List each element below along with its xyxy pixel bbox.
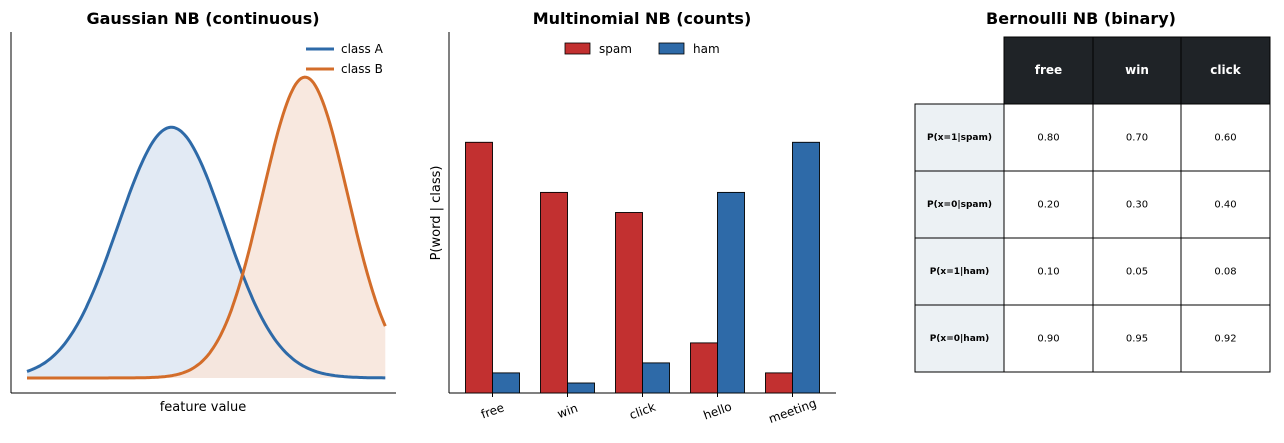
bar-ham-click	[642, 362, 670, 394]
bar-spam-click	[615, 212, 643, 394]
x-tick-label-win: win	[555, 401, 579, 421]
legend-spam-label: spam	[599, 42, 632, 56]
table-cell-value: 0.10	[1037, 267, 1059, 278]
bernoulli-title: Bernoulli NB (binary)	[986, 9, 1176, 28]
gaussian-xlabel: feature value	[160, 400, 247, 415]
density-fill-class-b	[27, 77, 386, 378]
table-cell-value: 0.05	[1126, 267, 1148, 278]
table-cell	[1003, 237, 1094, 306]
table-cell	[1092, 304, 1182, 373]
multinomial-panel: Multinomial NB (counts) P(word | class) …	[429, 9, 836, 426]
density-curve-class-b	[27, 75, 387, 380]
gaussian-panel: Gaussian NB (continuous) feature value c…	[10, 9, 396, 415]
table-header-label-free: free	[1035, 63, 1062, 77]
table-row-label: P(x=1|ham)	[930, 267, 990, 277]
table-row-label: P(x=0|ham)	[930, 334, 990, 344]
x-tick-label-click: click	[628, 400, 658, 422]
x-tick-label-meeting: meeting	[767, 396, 819, 426]
table-cell	[1092, 237, 1182, 306]
gaussian-legend: class A class B	[306, 42, 384, 76]
bar-ham-hello	[717, 191, 745, 394]
multinomial-title: Multinomial NB (counts)	[533, 9, 752, 28]
table-header-label-click: click	[1210, 63, 1241, 77]
density-fill-class-a	[27, 127, 386, 378]
gaussian-title: Gaussian NB (continuous)	[86, 9, 319, 28]
legend-ham-label: ham	[693, 42, 720, 56]
bar-ham-free	[492, 372, 520, 394]
table-cell	[1180, 170, 1271, 239]
table-cell-value: 0.90	[1037, 334, 1059, 345]
table-cell-value: 0.80	[1037, 133, 1059, 144]
x-tick-label-free: free	[479, 400, 506, 421]
table-cell-value: 0.92	[1214, 334, 1236, 345]
table-header-cell-click	[1180, 36, 1271, 105]
table-cell-value: 0.40	[1214, 200, 1236, 211]
bar-spam-meeting	[765, 372, 793, 394]
table-cell-value: 0.20	[1037, 200, 1059, 211]
bernoulli-panel: Bernoulli NB (binary) free win click P(x=1|…	[914, 9, 1271, 373]
bar-spam-free	[465, 141, 493, 394]
table-cell-value: 0.70	[1126, 133, 1148, 144]
table-row-label: P(x=0|spam)	[927, 200, 992, 210]
x-tick-label-hello: hello	[701, 399, 733, 422]
table-row-label: P(x=1|spam)	[927, 133, 992, 143]
legend-class-a-label: class A	[341, 42, 384, 56]
legend-spam-swatch	[564, 42, 591, 55]
legend-class-b-label: class B	[341, 62, 383, 76]
table-cell	[1180, 304, 1271, 373]
table-row-label-cell	[914, 170, 1005, 239]
legend-ham-swatch	[658, 42, 685, 55]
table-header-label-win: win	[1125, 63, 1149, 77]
table-cell	[1003, 170, 1094, 239]
bar-spam-win	[540, 191, 568, 394]
table-row-label-cell	[914, 103, 1005, 172]
table-cell	[1180, 103, 1271, 172]
table-row-label-cell	[914, 237, 1005, 306]
multinomial-legend: spam ham	[564, 42, 720, 56]
table-cell-value: 0.95	[1126, 334, 1148, 345]
multinomial-ylabel: P(word | class)	[429, 166, 444, 261]
bar-spam-hello	[690, 342, 718, 394]
table-cell	[1092, 170, 1182, 239]
table-row-label-cell	[914, 304, 1005, 373]
bar-ham-win	[567, 382, 595, 394]
table-cell-value: 0.08	[1214, 267, 1236, 278]
density-curve-class-a	[26, 125, 386, 380]
table-cell-value: 0.30	[1126, 200, 1148, 211]
table-cell-value: 0.60	[1214, 133, 1236, 144]
table-cell	[1003, 103, 1094, 172]
bar-ham-meeting	[792, 141, 820, 394]
table-cell	[1092, 103, 1182, 172]
table-cell	[1180, 237, 1271, 306]
table-cell	[1003, 304, 1094, 373]
table-header-cell-free	[1003, 36, 1094, 105]
